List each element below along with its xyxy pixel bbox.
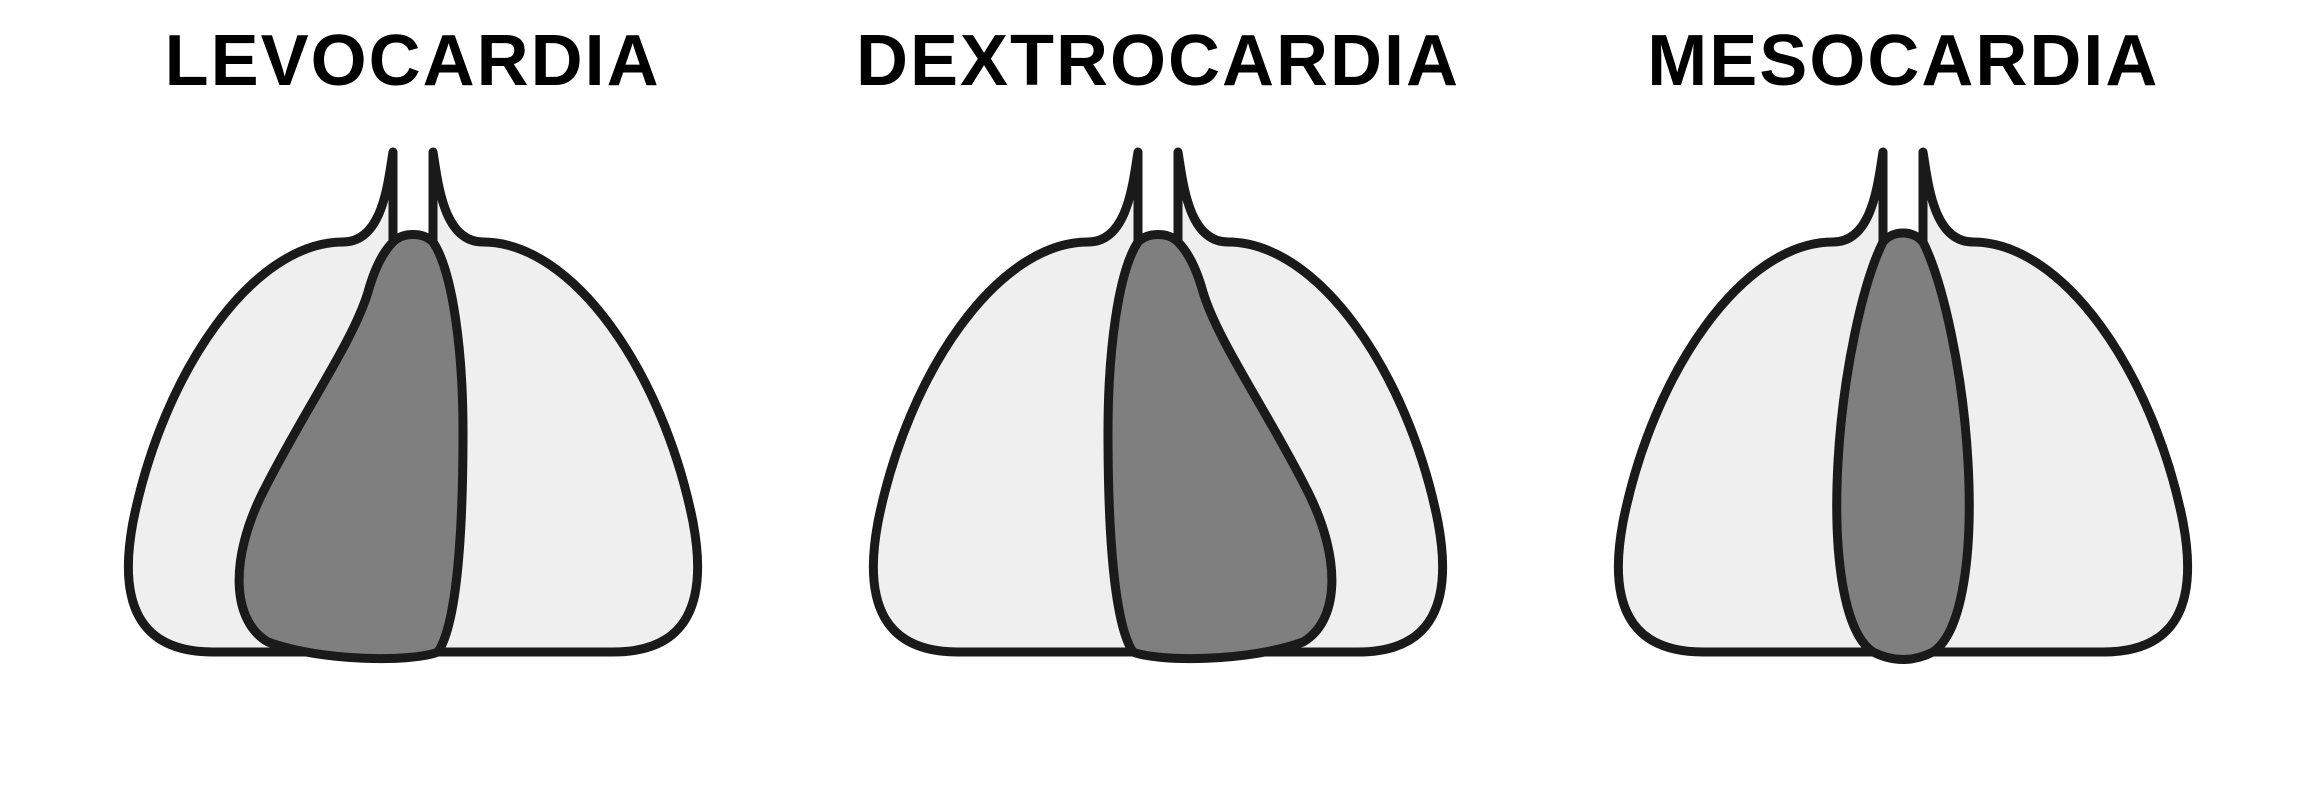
figure-dextrocardia — [838, 122, 1478, 682]
lungs-heart-levocardia-icon — [93, 122, 733, 682]
lungs-heart-mesocardia-icon — [1583, 122, 2223, 682]
diagram-row: LEVOCARDIA DEXTROCARDIA — [0, 0, 2316, 812]
panel-dextrocardia: DEXTROCARDIA — [798, 20, 1518, 682]
panel-levocardia: LEVOCARDIA — [53, 20, 773, 682]
lungs-heart-dextrocardia-icon — [838, 122, 1478, 682]
left-lung-shape — [873, 152, 1138, 652]
figure-levocardia — [93, 122, 733, 682]
right-lung-shape — [433, 152, 698, 652]
figure-mesocardia — [1583, 122, 2223, 682]
panel-mesocardia: MESOCARDIA — [1543, 20, 2263, 682]
title-dextrocardia: DEXTROCARDIA — [856, 20, 1460, 102]
title-mesocardia: MESOCARDIA — [1647, 20, 2159, 102]
title-levocardia: LEVOCARDIA — [165, 20, 661, 102]
